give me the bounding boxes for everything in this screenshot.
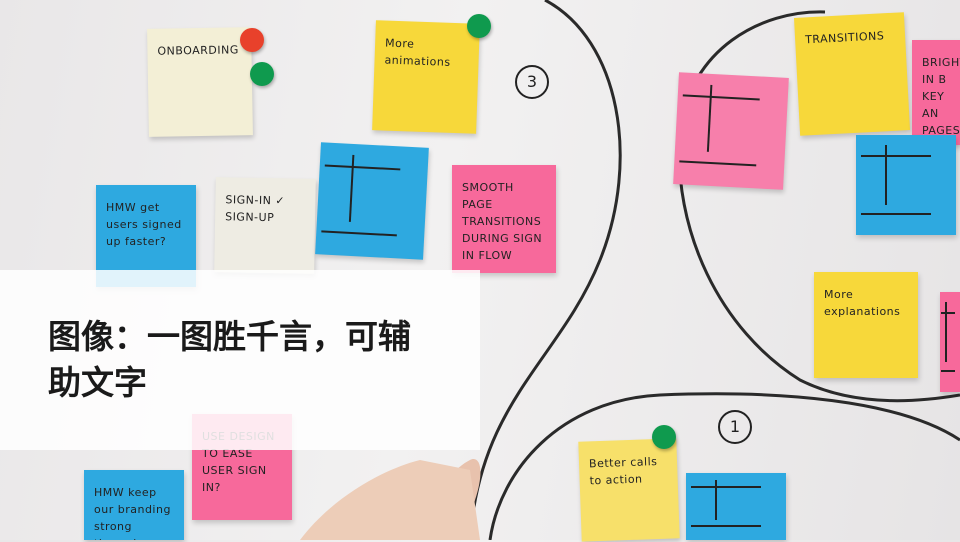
note-text: More explanations [824, 288, 901, 319]
divider-line [488, 392, 960, 540]
magnet [467, 14, 491, 38]
sticky-note: BRIGHT IN B KEY AN PAGES [912, 40, 960, 145]
sticky-note: Better calls to action [578, 438, 680, 542]
note-text: SIGN-IN ✓ SIGN-UP [225, 193, 286, 225]
magnet [250, 62, 274, 86]
note-text: BRIGHT IN B KEY AN PAGES [922, 56, 960, 138]
magnet [240, 28, 264, 52]
divider-line [468, 0, 622, 540]
note-text: Better calls to action [588, 454, 658, 488]
note-text: HMW keep our branding strong through [94, 486, 171, 540]
sketch-note [686, 473, 786, 540]
sticky-note: ONBOARDING [147, 27, 253, 137]
caption-title: 图像：一图胜千言，可辅助文字 [48, 317, 411, 402]
magnet [652, 425, 676, 449]
sketch-note [856, 135, 956, 235]
sketch-note [315, 142, 429, 260]
note-text: SMOOTH PAGE TRANSITIONS DURING SIGN IN F… [462, 181, 543, 263]
note-text: TRANSITIONS [804, 29, 885, 47]
sticky-note: SIGN-IN ✓ SIGN-UP [214, 177, 316, 274]
sticky-note: More animations [372, 20, 480, 134]
sticky-note: More explanations [814, 272, 918, 378]
caption-box: 图像：一图胜千言，可辅助文字 [0, 270, 480, 450]
divider-line [677, 10, 960, 403]
note-text: ONBOARDING [157, 43, 239, 58]
sticky-note: HMW keep our branding strong through [84, 470, 184, 540]
circled-number: 1 [718, 410, 752, 444]
sketch-note [940, 292, 960, 392]
note-text: HMW get users signed up faster? [106, 201, 182, 249]
hand [300, 460, 480, 540]
sticky-note: SMOOTH PAGE TRANSITIONS DURING SIGN IN F… [452, 165, 556, 273]
sketch-note [673, 72, 789, 190]
note-text: More animations [384, 36, 451, 69]
sticky-note: TRANSITIONS [793, 12, 911, 136]
circled-number: 3 [515, 65, 549, 99]
